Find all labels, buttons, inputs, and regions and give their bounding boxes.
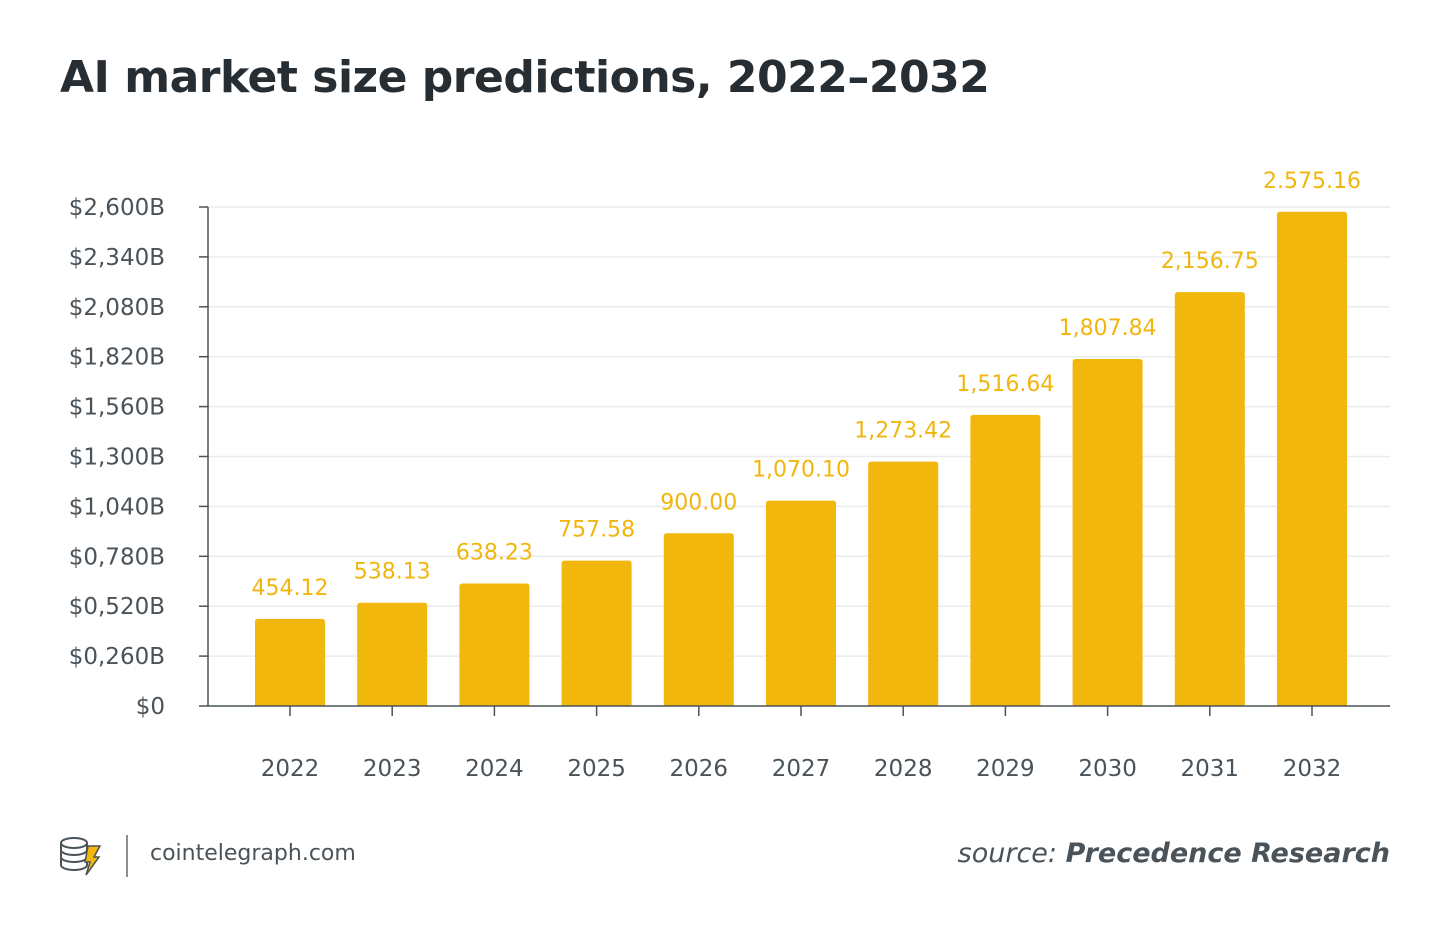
y-tick-label: $1,040B [69, 494, 165, 520]
x-tick-label-2022: 2022 [261, 756, 320, 782]
data-label-2022: 454.12 [252, 576, 329, 601]
data-label-2024: 638.23 [456, 541, 533, 566]
bar-2028 [868, 461, 939, 706]
bar-2025 [561, 560, 632, 706]
data-label-2026: 900.00 [660, 490, 737, 515]
x-tick-label-2026: 2026 [670, 756, 729, 782]
x-tick-label-2025: 2025 [567, 756, 626, 782]
y-tick-label: $2,600B [69, 195, 165, 221]
data-label-2025: 757.58 [558, 518, 635, 543]
x-tick-label-2029: 2029 [976, 756, 1035, 782]
footer-divider [126, 835, 128, 877]
data-label-2027: 1,070.10 [752, 458, 850, 483]
x-tick-label-2027: 2027 [772, 756, 831, 782]
data-label-2029: 1,516.64 [956, 372, 1054, 397]
x-tick-label-2030: 2030 [1078, 756, 1137, 782]
x-tick-label-2032: 2032 [1283, 756, 1342, 782]
bar-2022 [255, 618, 325, 706]
y-tick-label: $0,780B [69, 544, 165, 570]
y-tick-label: $0,260B [69, 644, 165, 670]
bar-chart: 454.12538.13638.23757.58900.001,070.101,… [69, 169, 1390, 782]
bar-2026 [663, 533, 734, 706]
chart-title: AI market size predictions, 2022–2032 [60, 52, 990, 103]
source-name: Precedence Research [1065, 838, 1390, 869]
data-labels: 454.12538.13638.23757.58900.001,070.101,… [252, 169, 1361, 601]
y-tick-label: $0 [136, 694, 165, 720]
cointelegraph-logo-icon [60, 837, 102, 876]
bar-2024 [459, 583, 530, 706]
x-tick-label-2028: 2028 [874, 756, 933, 782]
data-label-2032: 2.575.16 [1263, 169, 1361, 194]
y-tick-label: $0,520B [69, 594, 165, 620]
site-url: cointelegraph.com [150, 841, 356, 866]
x-tick-label-2031: 2031 [1181, 756, 1240, 782]
bar-2027 [766, 500, 836, 706]
source-prefix: source: [957, 838, 1058, 869]
axes: $0 $0,260B $0,520B $0,780B $1,040B $1,300B $1,… [69, 195, 1390, 782]
data-label-2023: 538.13 [354, 560, 431, 585]
data-label-2028: 1,273.42 [854, 419, 952, 444]
data-label-2031: 2,156.75 [1161, 249, 1259, 274]
bar-2030 [1072, 359, 1143, 706]
bar-2032 [1277, 211, 1347, 706]
y-tick-label: $2,340B [69, 245, 165, 271]
bar-2023 [357, 602, 428, 706]
x-tick-label-2023: 2023 [363, 756, 422, 782]
y-tick-label: $1,820B [69, 345, 165, 371]
bar-2031 [1174, 292, 1245, 706]
data-label-2030: 1,807.84 [1059, 316, 1157, 341]
y-tick-label: $1,560B [69, 395, 165, 421]
bars [255, 211, 1347, 706]
bar-2029 [970, 414, 1041, 706]
y-tick-label: $1,300B [69, 445, 165, 471]
y-tick-label: $2,080B [69, 295, 165, 321]
source-credit: source: Precedence Research [958, 838, 1390, 869]
x-tick-label-2024: 2024 [465, 756, 524, 782]
